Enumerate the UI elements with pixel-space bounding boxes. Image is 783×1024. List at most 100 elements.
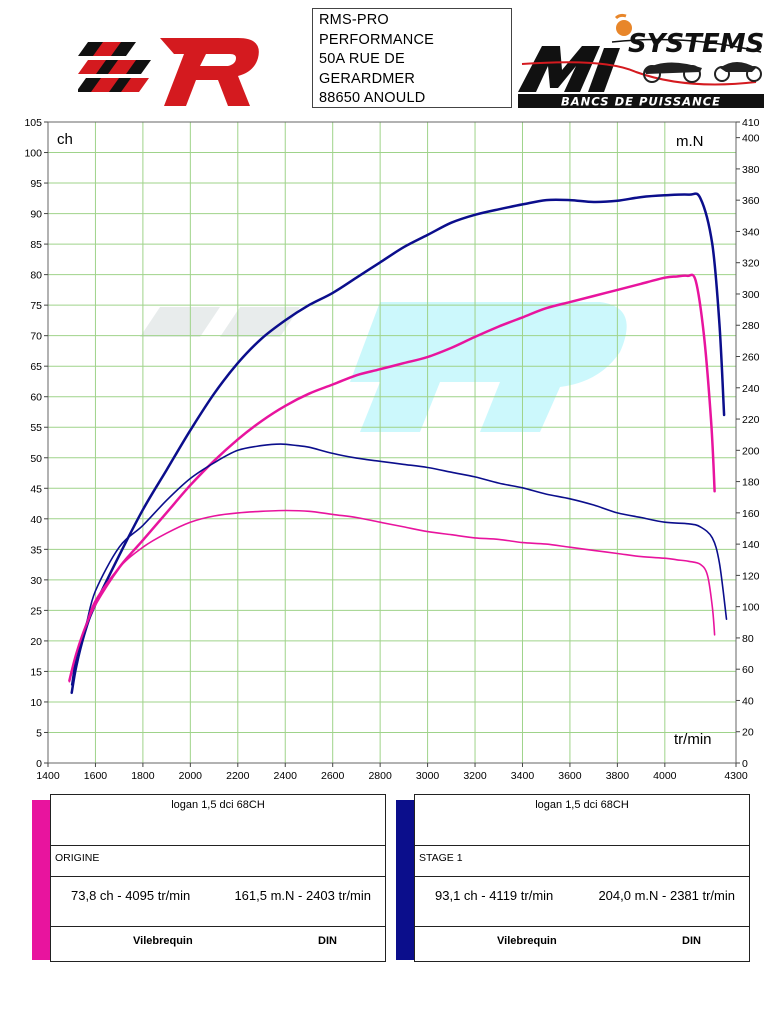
stage1-footer-left: Vilebrequin — [497, 935, 557, 947]
origine-legend-panel: logan 1,5 dci 68CH ORIGINE 73,8 ch - 409… — [50, 794, 386, 962]
x-tick-label: 2000 — [179, 770, 203, 782]
origine-label: ORIGINE — [55, 852, 100, 864]
x-tick-label: 2800 — [368, 770, 392, 782]
y-right-tick-label: 320 — [742, 258, 760, 270]
y-right-tick-label: 60 — [742, 664, 754, 676]
series-line-origine-torque — [68, 509, 716, 683]
y-left-tick-label: 80 — [30, 270, 42, 282]
origine-torque: 161,5 m.N - 2403 tr/min — [234, 888, 371, 903]
x-axis-label: tr/min — [674, 731, 712, 748]
x-tick-label: 3200 — [463, 770, 487, 782]
chart-axes — [47, 121, 737, 764]
origine-power: 73,8 ch - 4095 tr/min — [71, 888, 191, 903]
stage1-footer-right: DIN — [682, 935, 701, 947]
y-right-tick-label: 340 — [742, 226, 760, 238]
y-right-tick-label: 0 — [742, 758, 748, 770]
y-right-tick-label: 20 — [742, 727, 754, 739]
y-left-tick-label: 60 — [30, 392, 42, 404]
y-left-tick-label: 40 — [30, 514, 42, 526]
y-left-tick-label: 30 — [30, 575, 42, 587]
stage1-power: 93,1 ch - 4119 tr/min — [435, 888, 554, 903]
series-line-stage1-power — [70, 192, 726, 695]
y-left-tick-label: 100 — [24, 148, 42, 160]
stage1-torque: 204,0 m.N - 2381 tr/min — [598, 888, 735, 903]
x-tick-label: 3400 — [511, 770, 535, 782]
stage1-label: STAGE 1 — [419, 852, 463, 864]
y-right-tick-label: 140 — [742, 539, 760, 551]
misystems-logo: SYSTEMS BANCS DE PUISSANCE — [518, 13, 764, 109]
y-right-tick-label: 240 — [742, 383, 760, 395]
chart-series — [68, 192, 728, 695]
y-left-tick-label: 55 — [30, 422, 42, 434]
y-left-tick-label: 90 — [30, 209, 42, 221]
address-line: 88650 ANOULD — [319, 90, 426, 107]
y-left-tick-label: 15 — [30, 666, 42, 678]
dyno-chart: 1400 1600 1800 2000 2200 2400 2600 2800 3000 3200… — [24, 117, 760, 782]
y-right-tick-label: 180 — [742, 477, 760, 489]
x-tick-label: 1400 — [36, 770, 60, 782]
origine-footer-left: Vilebrequin — [133, 935, 193, 947]
x-tick-label: 2400 — [274, 770, 298, 782]
x-tick-label: 4300 — [724, 770, 748, 782]
rms-logo — [78, 38, 259, 106]
y-left-tick-label: 70 — [30, 331, 42, 343]
y-right-tick-label: 280 — [742, 320, 760, 332]
address-line: 50A RUE DE — [319, 51, 405, 68]
y-right-tick-label: 200 — [742, 445, 760, 457]
y-left-tick-label: 10 — [30, 697, 42, 709]
y-right-tick-label: 260 — [742, 352, 760, 364]
y-left-tick-label: 95 — [30, 178, 42, 190]
y-left-axis-ticks: 0 5 10 15 20 25 30 35 40 45 50 55 60 65 70 75 80 85 90 95 10… — [24, 117, 48, 770]
y-right-axis-label: m.N — [676, 133, 704, 150]
x-tick-label: 3800 — [606, 770, 630, 782]
y-left-tick-label: 20 — [30, 636, 42, 648]
y-left-tick-label: 85 — [30, 239, 42, 251]
origine-footer-right: DIN — [318, 935, 337, 947]
x-tick-label: 1800 — [131, 770, 155, 782]
y-left-axis-label: ch — [57, 131, 73, 148]
logo-systems-text: SYSTEMS — [628, 29, 764, 59]
origine-swatch — [32, 800, 50, 960]
series-line-stage1-torque — [70, 443, 728, 686]
y-right-tick-label: 380 — [742, 164, 760, 176]
x-tick-label: 3600 — [558, 770, 582, 782]
y-left-tick-label: 75 — [30, 300, 42, 312]
address-line: GERARDMER — [319, 70, 416, 87]
stage1-legend-panel: logan 1,5 dci 68CH STAGE 1 93,1 ch - 411… — [414, 794, 750, 962]
y-left-tick-label: 50 — [30, 453, 42, 465]
plot-area — [48, 122, 736, 763]
y-right-tick-label: 120 — [742, 570, 760, 582]
x-tick-label: 4000 — [653, 770, 677, 782]
y-right-axis-ticks: 0 20 40 60 80 100 120 140 160 180 200 220 240 260 280 3… — [736, 117, 760, 770]
logo-bancs-text: BANCS DE PUISSANCE — [561, 95, 721, 109]
y-left-tick-label: 25 — [30, 605, 42, 617]
x-tick-label: 1600 — [84, 770, 108, 782]
y-right-tick-label: 300 — [742, 289, 760, 301]
stage1-title: logan 1,5 dci 68CH — [535, 799, 629, 811]
y-right-tick-label: 400 — [742, 133, 760, 145]
stage1-swatch — [396, 800, 414, 960]
y-right-tick-label: 360 — [742, 195, 760, 207]
y-left-tick-label: 0 — [36, 758, 42, 770]
x-tick-label: 2600 — [321, 770, 345, 782]
x-tick-label: 2200 — [226, 770, 250, 782]
y-right-tick-label: 160 — [742, 508, 760, 520]
y-left-tick-label: 5 — [36, 727, 42, 739]
series-line-origine-power — [68, 273, 716, 682]
address-line: PERFORMANCE — [319, 31, 434, 48]
watermark-logo — [140, 302, 627, 432]
y-right-tick-label: 80 — [742, 633, 754, 645]
y-right-tick-label: 40 — [742, 695, 754, 707]
x-axis-ticks: 1400 1600 1800 2000 2200 2400 2600 2800 3000 3200… — [36, 763, 748, 782]
origine-title: logan 1,5 dci 68CH — [171, 799, 265, 811]
y-left-tick-label: 65 — [30, 361, 42, 373]
plot-border — [47, 121, 737, 764]
y-left-tick-label: 105 — [24, 117, 42, 129]
y-left-tick-label: 45 — [30, 483, 42, 495]
y-left-tick-label: 35 — [30, 544, 42, 556]
address-box: RMS-PRO PERFORMANCE 50A RUE DE GERARDMER… — [312, 8, 512, 108]
y-right-tick-label: 100 — [742, 602, 760, 614]
x-tick-label: 3000 — [416, 770, 440, 782]
y-right-tick-label: 220 — [742, 414, 760, 426]
address-line: RMS-PRO — [319, 12, 389, 28]
